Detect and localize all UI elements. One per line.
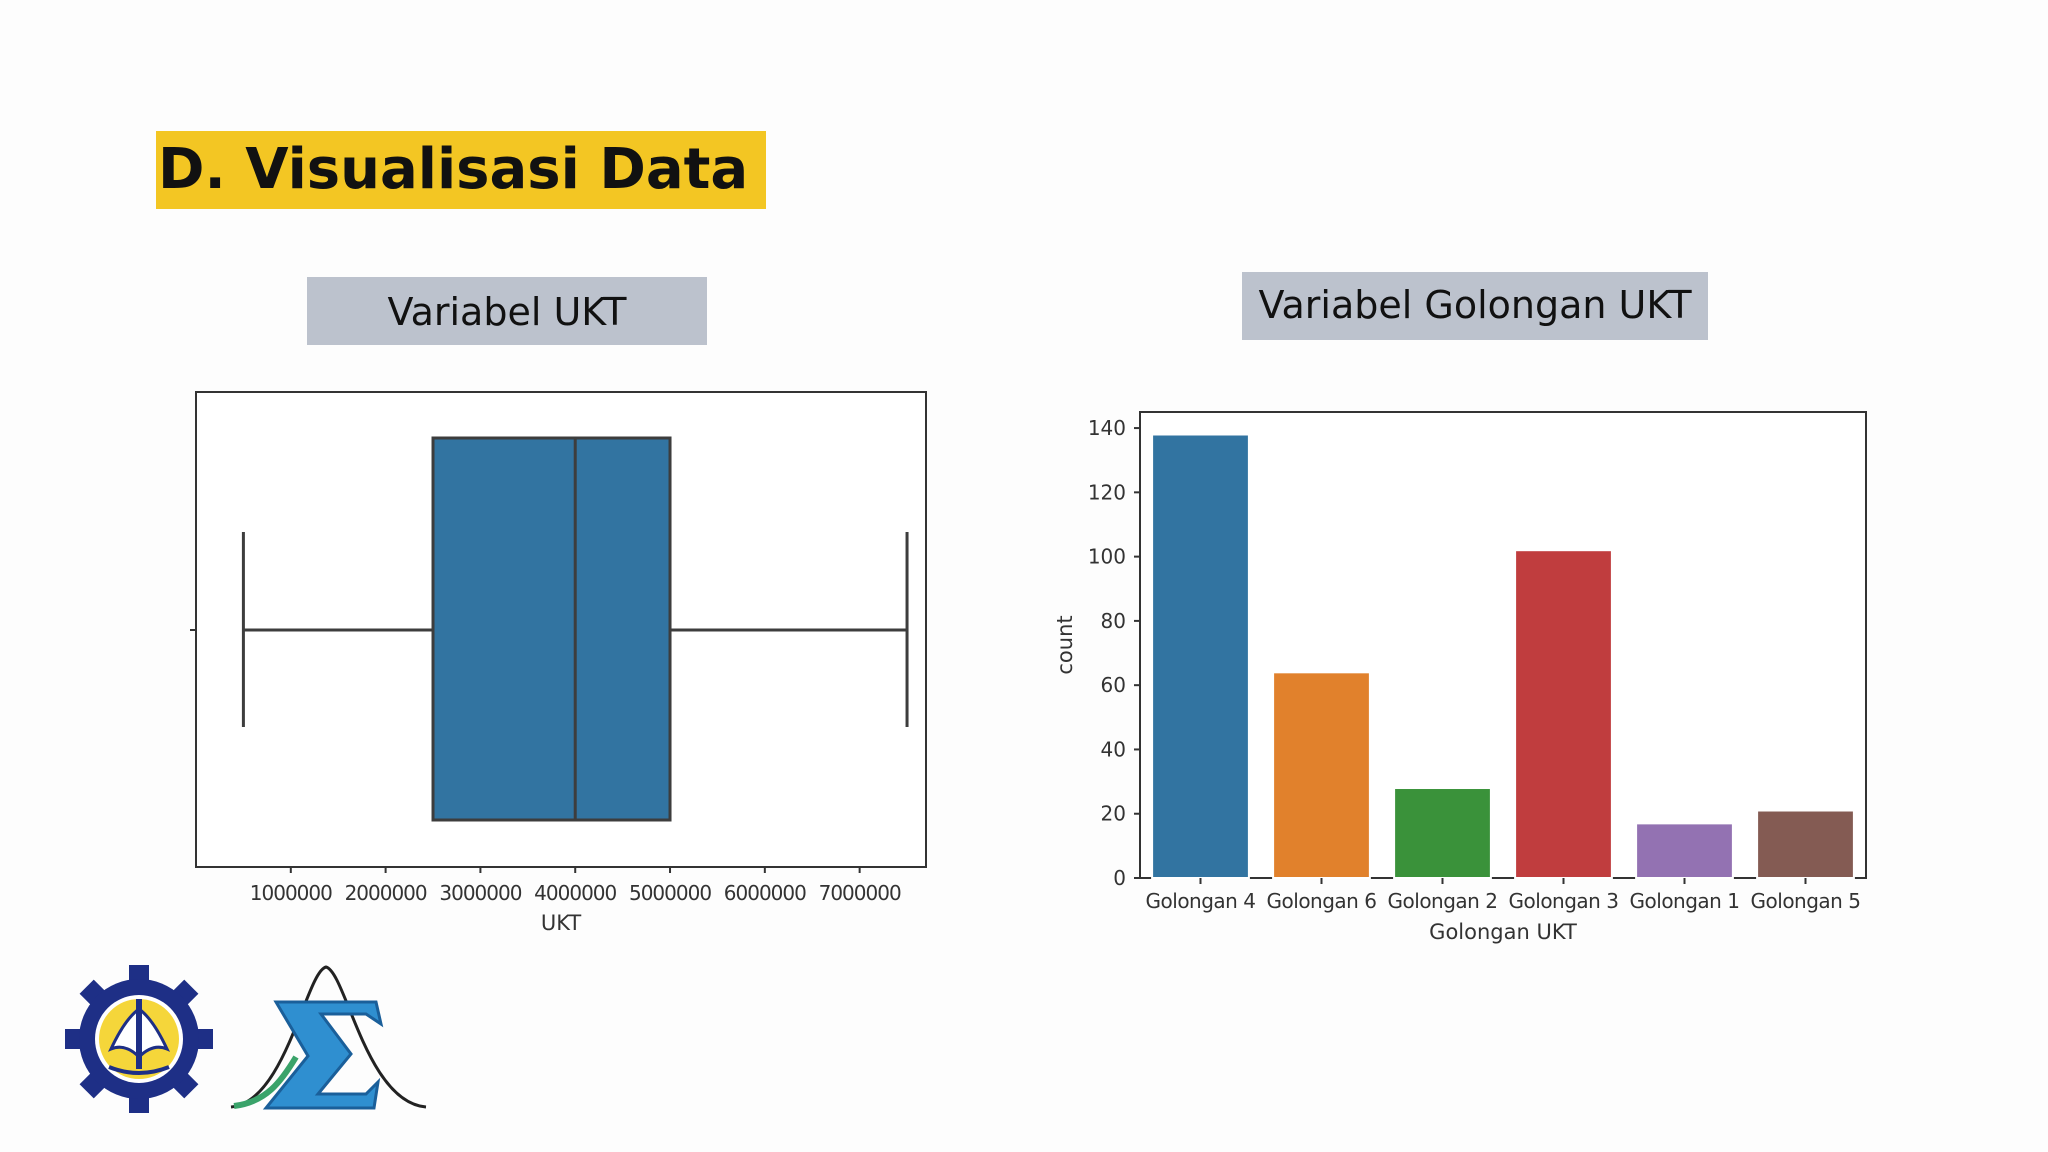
x-tick-label: Golongan 5 [1751,889,1861,913]
x-tick-label: 7000000 [819,881,901,905]
x-tick-label: Golongan 4 [1146,889,1256,913]
x-tick-label: 4000000 [534,881,616,905]
barchart-frame [1139,411,1867,879]
y-tick-label: 0 [1113,866,1126,890]
y-tick-label: 120 [1088,480,1126,504]
y-tick-label: 140 [1088,416,1126,440]
x-tick-label: Golongan 6 [1267,889,1377,913]
x-tick-label: 5000000 [629,881,711,905]
bar-golongan-2 [1393,787,1492,879]
x-tick-label: Golongan 2 [1388,889,1498,913]
y-axis-label: count [1053,615,1077,674]
y-tick-label: 20 [1101,802,1126,826]
barchart-caption: Variabel Golongan UKT [1242,272,1708,340]
bar-golongan-4 [1151,433,1250,879]
bar-golongan-1 [1635,822,1734,880]
x-tick-label: 6000000 [724,881,806,905]
boxplot-frame [195,391,927,868]
x-tick-label: 3000000 [439,881,521,905]
bar-golongan-5 [1756,809,1855,879]
slide-title: D. Visualisasi Data [156,131,767,209]
x-tick-label: Golongan 3 [1509,889,1619,913]
x-tick-label: 1000000 [250,881,332,905]
y-tick-label: 80 [1101,609,1126,633]
bar-golongan-6 [1272,671,1371,880]
x-tick-label: Golongan 1 [1630,889,1740,913]
y-tick-label: 100 [1088,545,1126,569]
boxplot-caption: Variabel UKT [307,277,707,345]
y-tick-label: 60 [1101,673,1126,697]
statistics-sigma-logo [230,965,427,1110]
x-axis-label: Golongan UKT [1429,920,1577,944]
bar-golongan-3 [1514,549,1613,879]
iqr-box [431,436,672,822]
x-axis-label: UKT [541,911,582,935]
y-tick-label: 40 [1101,737,1126,761]
institution-gear-logo [65,965,213,1113]
x-tick-label: 2000000 [345,881,427,905]
